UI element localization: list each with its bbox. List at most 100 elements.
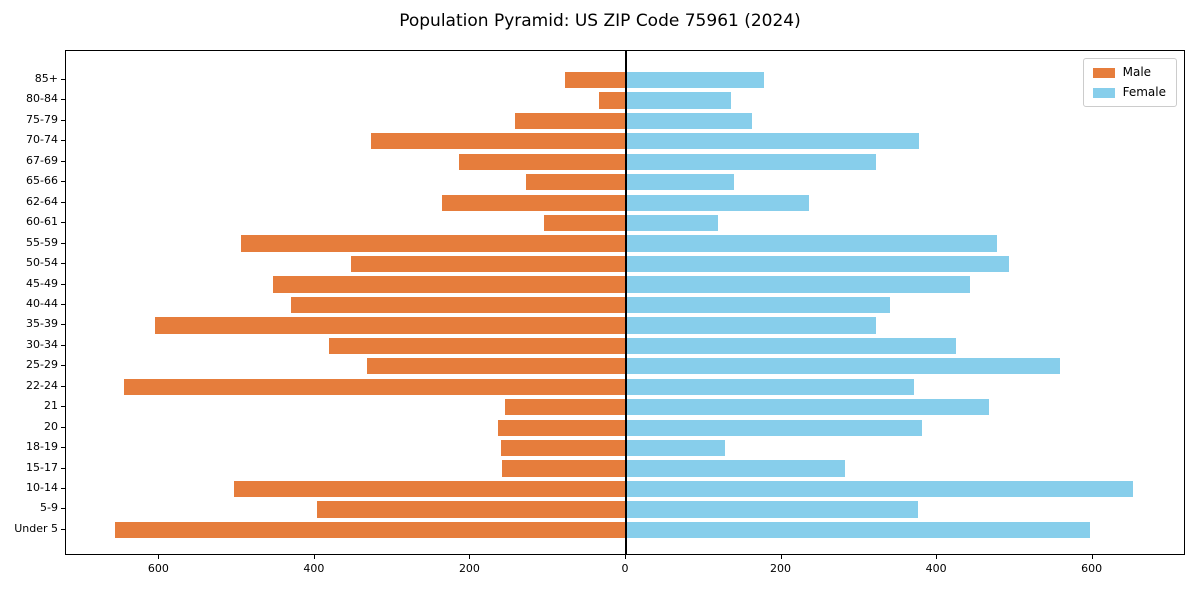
y-tick-mark — [61, 447, 65, 449]
male-bar — [241, 235, 626, 252]
female-bar — [626, 521, 1090, 539]
x-tick-mark — [158, 555, 160, 559]
x-tick-mark — [469, 555, 471, 559]
y-tick-mark — [61, 181, 65, 183]
female-bar — [626, 215, 718, 232]
male-bar — [598, 92, 626, 109]
y-tick-label: 30-34 — [26, 337, 58, 351]
female-bar — [626, 235, 997, 252]
male-bar — [441, 194, 626, 211]
female-bar — [626, 501, 919, 518]
female-bar — [626, 439, 725, 457]
male-bar — [272, 276, 626, 293]
y-tick-label: 75-79 — [26, 112, 58, 126]
male-bar — [234, 480, 626, 498]
female-bar — [626, 153, 877, 170]
y-tick-mark — [61, 140, 65, 142]
y-tick-label: 20 — [44, 419, 58, 433]
y-tick-mark — [61, 303, 65, 305]
x-tick-label: 600 — [1081, 562, 1103, 575]
female-bar — [626, 296, 890, 314]
female-bar — [626, 255, 1010, 273]
y-tick-label: Under 5 — [14, 521, 58, 535]
x-tick-label: 600 — [147, 562, 169, 575]
y-tick-label: 62-64 — [26, 194, 58, 208]
female-bar — [626, 419, 922, 436]
y-tick-mark — [61, 222, 65, 224]
y-tick-mark — [61, 488, 65, 489]
y-tick-label: 70-74 — [26, 133, 58, 147]
x-tick-mark — [625, 555, 626, 559]
y-tick-mark — [61, 467, 65, 469]
y-tick-label: 55-59 — [26, 235, 58, 249]
male-bar — [500, 439, 626, 457]
x-tick-mark — [1091, 555, 1093, 559]
legend-item-female: Female — [1092, 85, 1166, 99]
y-tick-label: 80-84 — [26, 92, 58, 106]
y-tick-label: 45-49 — [26, 276, 58, 290]
y-tick-mark — [61, 406, 65, 408]
male-bar — [155, 317, 626, 334]
y-tick-mark — [61, 528, 65, 530]
female-bar — [626, 358, 1060, 375]
female-swatch — [1092, 87, 1115, 98]
female-bar — [626, 174, 735, 191]
y-tick-mark — [61, 385, 65, 387]
female-bar — [626, 194, 809, 211]
male-bar — [458, 153, 626, 170]
male-bar — [290, 296, 626, 314]
female-bar — [626, 378, 914, 395]
female-bar — [626, 71, 764, 89]
male-bar — [564, 71, 626, 89]
male-bar — [502, 460, 626, 477]
female-bar — [626, 317, 877, 334]
legend-label-female: Female — [1122, 85, 1166, 99]
female-bar — [626, 133, 920, 150]
y-tick-label: 40-44 — [26, 296, 58, 310]
y-tick-mark — [61, 344, 65, 346]
male-swatch — [1092, 67, 1115, 78]
y-tick-mark — [61, 508, 65, 510]
y-tick-mark — [61, 79, 65, 80]
y-tick-mark — [61, 426, 65, 428]
x-tick-label: 0 — [621, 562, 629, 575]
y-tick-mark — [61, 263, 65, 265]
female-bar — [626, 92, 731, 109]
y-tick-label: 35-39 — [26, 317, 58, 331]
y-tick-label: 21 — [44, 399, 58, 413]
y-tick-label: 60-61 — [26, 215, 58, 229]
male-bar — [370, 133, 626, 150]
y-tick-mark — [61, 201, 65, 203]
male-bar — [317, 501, 626, 518]
y-tick-mark — [61, 160, 65, 162]
y-tick-label: 22-24 — [26, 378, 58, 392]
legend-item-male: Male — [1092, 65, 1166, 79]
male-bar — [497, 419, 626, 436]
x-tick-label: 200 — [458, 562, 480, 575]
female-bar — [626, 460, 845, 477]
plot-area: Male Female — [65, 50, 1185, 555]
y-tick-mark — [61, 242, 65, 244]
female-bar — [626, 112, 752, 130]
y-tick-label: 65-66 — [26, 174, 58, 188]
male-bar — [367, 358, 626, 375]
x-tick-label: 200 — [770, 562, 792, 575]
y-tick-mark — [61, 283, 65, 285]
y-tick-mark — [61, 365, 65, 367]
female-bar — [626, 399, 990, 416]
x-tick-mark — [936, 555, 938, 559]
male-bar — [514, 112, 626, 130]
legend: Male Female — [1082, 58, 1177, 107]
y-tick-label: 50-54 — [26, 256, 58, 270]
male-bar — [351, 255, 626, 273]
y-tick-label: 5-9 — [40, 501, 58, 515]
x-tick-mark — [780, 555, 782, 559]
legend-label-male: Male — [1122, 65, 1152, 79]
male-bar — [115, 521, 626, 539]
female-bar — [626, 276, 970, 293]
y-tick-label: 85+ — [34, 72, 58, 85]
y-tick-label: 25-29 — [26, 358, 58, 372]
male-bar — [543, 215, 626, 232]
male-bar — [328, 337, 626, 354]
